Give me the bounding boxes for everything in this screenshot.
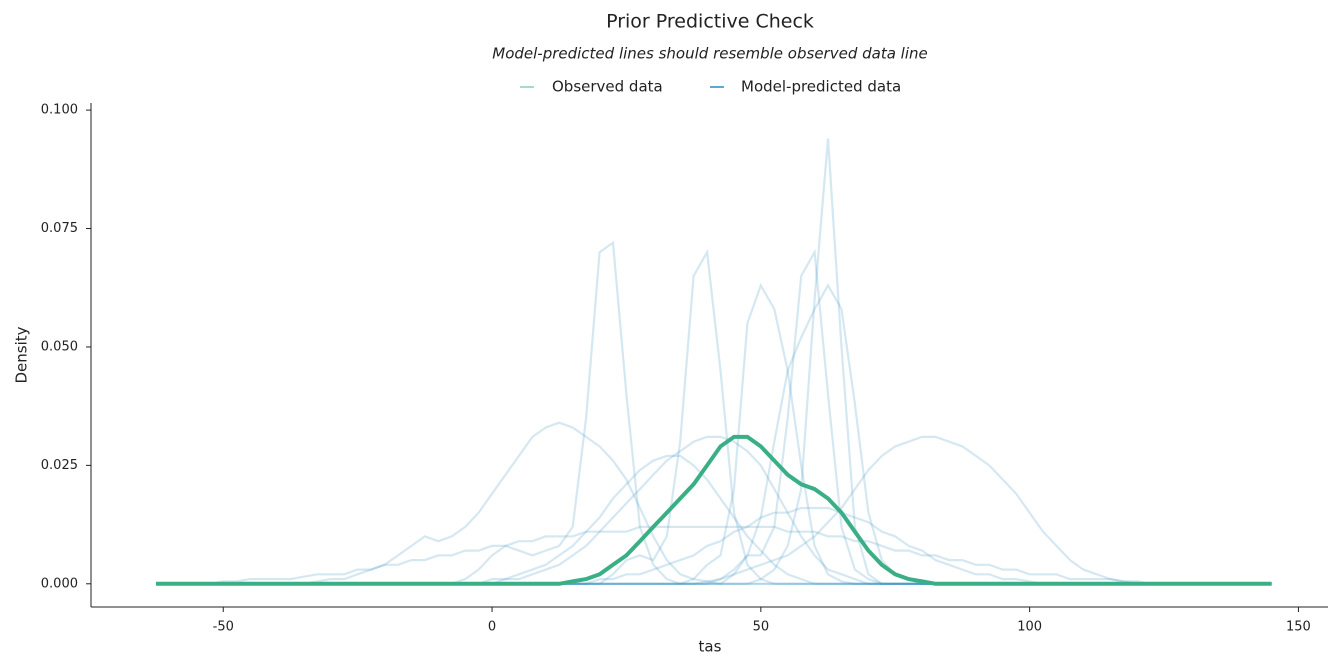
legend-label: Observed data xyxy=(552,78,663,96)
x-tick-label: 100 xyxy=(1017,620,1042,635)
model-line xyxy=(156,525,1272,585)
legend-label: Model-predicted data xyxy=(741,78,901,96)
y-tick-label: 0.075 xyxy=(41,221,78,236)
x-axis-label: tas xyxy=(699,638,722,656)
y-tick-label: 0.100 xyxy=(41,103,78,118)
model-line xyxy=(156,454,1272,585)
observed-line xyxy=(156,434,1272,586)
model-line xyxy=(156,138,1272,585)
model-line xyxy=(156,506,1272,585)
y-tick-label: 0.050 xyxy=(41,339,78,354)
x-tick-label: 150 xyxy=(1286,620,1311,635)
y-tick-label: 0.000 xyxy=(41,576,78,591)
chart-title: Prior Predictive Check xyxy=(606,11,814,33)
x-tick-label: 50 xyxy=(753,620,770,635)
x-tick-label: -50 xyxy=(213,620,234,635)
y-axis-label: Density xyxy=(13,326,31,383)
model-line xyxy=(156,282,1272,585)
x-tick-label: 0 xyxy=(488,620,496,635)
chart-subtitle: Model-predicted lines should resemble ob… xyxy=(492,45,927,63)
y-tick-label: 0.025 xyxy=(41,458,78,473)
model-line xyxy=(156,248,1272,585)
model-line xyxy=(156,283,1272,585)
model-line xyxy=(156,240,1272,585)
